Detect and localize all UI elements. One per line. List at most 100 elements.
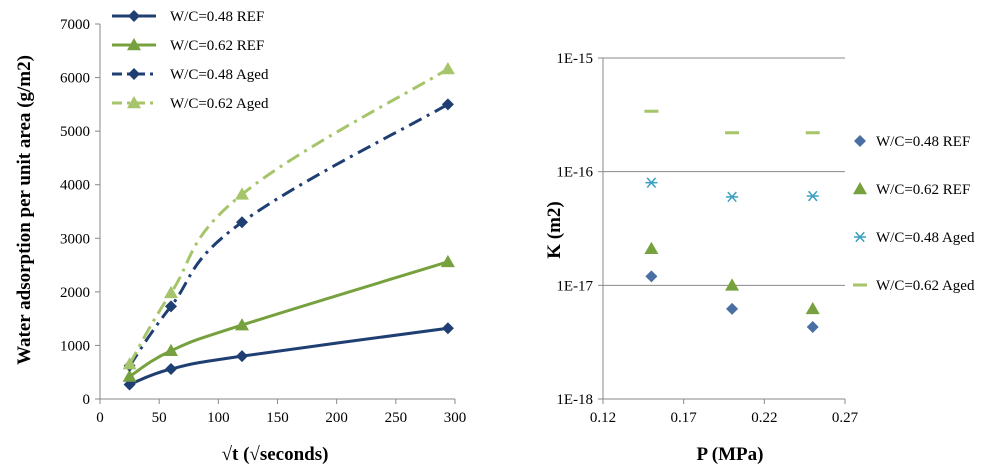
- left-x-tick-label: 250: [385, 410, 408, 426]
- right-y-tick-label: 1E-16: [556, 165, 593, 181]
- left-series-w-c-0-62-aged: [122, 62, 455, 370]
- left-data-point: [165, 300, 177, 313]
- right-series-w-c-0-48-aged: [645, 177, 819, 203]
- right-data-point: [644, 109, 659, 113]
- left-legend-marker: [128, 10, 140, 22]
- left-legend-marker: [128, 68, 140, 80]
- right-y-tick-labels: 1E-18 1E-17 1E-16 1E-15: [556, 51, 593, 408]
- left-legend-marker: [127, 96, 141, 109]
- left-series-line: [128, 67, 449, 365]
- left-axes: [95, 23, 456, 404]
- left-x-axis-label: √t (√seconds): [222, 444, 329, 465]
- right-x-axis-label: P (MPa): [696, 444, 763, 465]
- right-legend-marker: [854, 135, 866, 147]
- right-data-point: [725, 278, 740, 291]
- left-data-point: [441, 322, 454, 335]
- right-series-w-c-0-48-ref: [645, 270, 819, 333]
- left-series-w-c-0-48-aged: [123, 98, 454, 372]
- left-y-tick-label: 0: [83, 392, 91, 408]
- right-data-point: [726, 302, 739, 315]
- right-data-point: [806, 320, 819, 333]
- left-x-tick-labels: 0 50 100 150 200 250 300: [96, 410, 466, 426]
- right-series: [644, 109, 820, 333]
- left-series-line: [128, 260, 449, 378]
- left-chart-water-adsorption: 0 1000 2000 3000 4000 5000 6000 7000 0 50 100 150 2…: [14, 9, 466, 465]
- left-y-tick-labels: 0 1000 2000 3000 4000 5000 6000 7000: [60, 17, 90, 408]
- left-data-point: [440, 254, 455, 268]
- right-data-point: [805, 301, 820, 315]
- left-legend-entry: W/C=0.48 Aged: [112, 67, 269, 83]
- left-y-tick-label: 3000: [60, 231, 90, 247]
- left-y-axis-label: Water adsorption per unit area (g/m2): [14, 55, 35, 365]
- left-legend-entry: W/C=0.62 REF: [112, 38, 264, 54]
- left-y-tick-label: 4000: [60, 178, 90, 194]
- right-series-w-c-0-62-aged: [644, 109, 820, 135]
- left-series-line: [128, 103, 449, 367]
- left-data-point: [235, 318, 249, 331]
- left-legend-marker: [127, 38, 141, 51]
- left-data-point: [236, 350, 248, 363]
- right-y-axis-label: K (m2): [544, 201, 565, 259]
- right-legend: W/C=0.48 REF W/C=0.62 REF W/C=0.48 Aged W/C…: [853, 134, 975, 294]
- left-data-point: [122, 369, 137, 382]
- left-legend-label: W/C=0.48 Aged: [170, 67, 269, 83]
- left-series-w-c-0-48-ref: [123, 322, 454, 391]
- right-legend-label: W/C=0.62 REF: [876, 182, 970, 198]
- left-data-point: [122, 357, 137, 370]
- right-legend-marker: [854, 231, 866, 243]
- left-data-point: [441, 98, 454, 111]
- left-x-tick-label: 50: [152, 410, 167, 426]
- left-data-point: [235, 187, 249, 200]
- right-data-point: [726, 191, 739, 203]
- left-legend-label: W/C=0.62 Aged: [170, 96, 269, 112]
- left-data-point: [236, 216, 248, 229]
- right-data-point: [645, 270, 658, 283]
- left-legend-label: W/C=0.48 REF: [170, 9, 264, 25]
- right-legend-label: W/C=0.62 Aged: [876, 278, 975, 294]
- right-data-point: [644, 241, 659, 254]
- left-x-tick-label: 0: [96, 410, 104, 426]
- right-legend-entry: W/C=0.48 REF: [854, 134, 970, 150]
- right-legend-entry: W/C=0.62 REF: [853, 182, 970, 198]
- right-y-tick-label: 1E-15: [556, 51, 593, 67]
- left-y-tick-label: 1000: [60, 338, 90, 354]
- right-x-tick-label: 0.22: [751, 410, 777, 426]
- left-y-tick-label: 2000: [60, 285, 90, 301]
- right-legend-label: W/C=0.48 Aged: [876, 230, 975, 246]
- right-x-tick-labels: 0.12 0.17 0.22 0.27: [590, 410, 859, 426]
- right-x-tick-label: 0.27: [832, 410, 859, 426]
- left-y-tick-label: 5000: [60, 124, 90, 140]
- left-x-tick-label: 200: [325, 410, 348, 426]
- left-data-point: [164, 343, 178, 357]
- right-x-tick-label: 0.17: [671, 410, 698, 426]
- left-x-tick-label: 150: [266, 410, 289, 426]
- right-series-w-c-0-62-ref: [644, 241, 820, 315]
- right-y-tick-label: 1E-17: [556, 278, 593, 294]
- right-legend-marker: [853, 283, 867, 287]
- right-gridlines: [603, 57, 845, 286]
- right-legend-entry: W/C=0.48 Aged: [854, 230, 975, 246]
- left-series-w-c-0-62-ref: [122, 254, 455, 382]
- right-data-point: [725, 131, 740, 135]
- right-legend-marker: [853, 182, 867, 195]
- left-legend-label: W/C=0.62 REF: [170, 38, 264, 54]
- left-data-point: [440, 62, 455, 75]
- left-series-line: [129, 326, 449, 386]
- right-data-point: [645, 177, 658, 188]
- left-legend-entry: W/C=0.62 Aged: [112, 96, 269, 112]
- left-x-tick-label: 300: [444, 410, 467, 426]
- right-chart-permeability: 1E-18 1E-17 1E-16 1E-15 0.12 0.17 0.22 0.27 W/…: [544, 51, 975, 465]
- right-axes: [598, 57, 846, 404]
- left-x-tick-label: 100: [207, 410, 230, 426]
- left-y-tick-label: 7000: [60, 17, 90, 33]
- left-series: [122, 62, 455, 391]
- right-legend-entry: W/C=0.62 Aged: [853, 278, 975, 294]
- right-data-point: [806, 190, 819, 202]
- right-y-tick-label: 1E-18: [556, 392, 593, 408]
- left-data-point: [165, 363, 177, 375]
- left-legend: W/C=0.48 REF W/C=0.62 REF W/C=0.48 Aged W/C…: [112, 9, 269, 112]
- left-legend-entry: W/C=0.48 REF: [112, 9, 264, 25]
- left-data-point: [164, 285, 178, 299]
- right-legend-label: W/C=0.48 REF: [876, 134, 970, 150]
